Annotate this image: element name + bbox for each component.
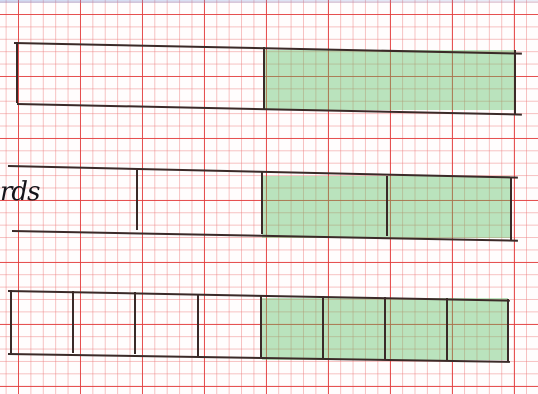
strip-2-right-edge — [510, 178, 512, 240]
handwritten-label: rds — [0, 177, 40, 207]
strip-1-left-edge — [16, 42, 18, 103]
strip-3-divider-7 — [446, 298, 448, 360]
strip-3-divider-1 — [72, 291, 74, 353]
strip-2-divider-1 — [136, 170, 138, 230]
strip-3-divider-3 — [197, 294, 199, 356]
strip-3-divider-6 — [384, 297, 386, 359]
strip-1-right-edge — [514, 50, 516, 114]
strip-3-divider-middle — [260, 295, 262, 357]
strip-2-divider-3 — [386, 176, 388, 236]
strip-3-left-edge — [10, 290, 12, 354]
strip-1-shaded-region — [263, 50, 515, 110]
strip-3-top-edge — [7, 290, 510, 302]
strip-2-divider-middle — [261, 172, 263, 234]
paper-top-edge — [0, 0, 538, 3]
strip-1-divider-middle — [263, 47, 265, 109]
strip-3-divider-5 — [322, 296, 324, 358]
strip-3-right-edge — [507, 299, 509, 361]
strip-3-divider-2 — [134, 292, 136, 354]
